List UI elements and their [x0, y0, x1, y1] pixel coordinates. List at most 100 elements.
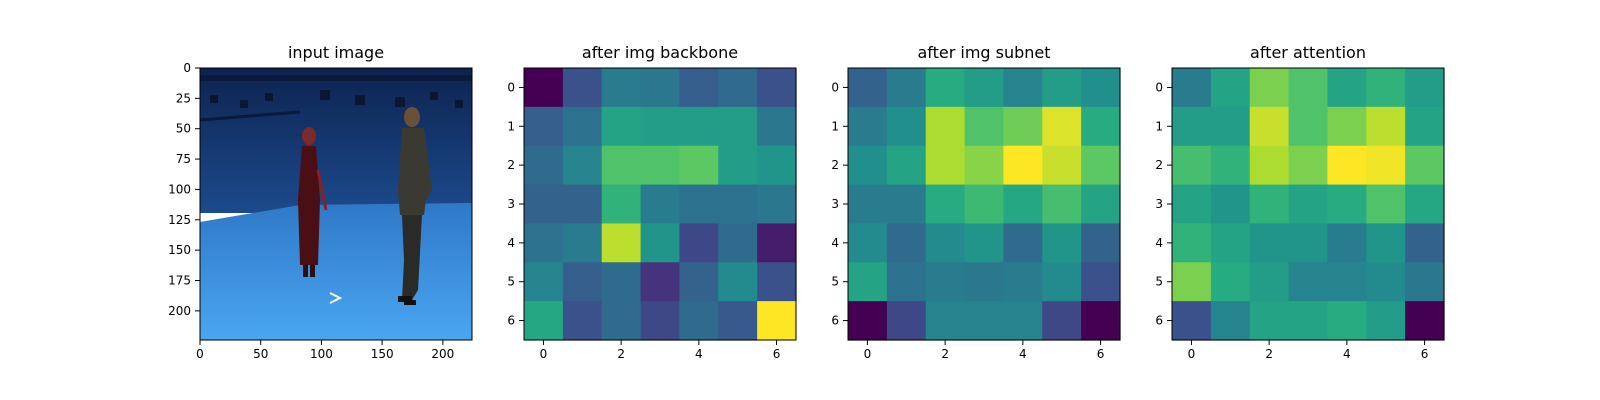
- heatmap-cell: [886, 301, 927, 341]
- heatmap-cell: [1327, 262, 1367, 302]
- heatmap: [848, 68, 1121, 341]
- heatmap-cell: [757, 301, 797, 341]
- heatmap-cell: [1081, 184, 1121, 225]
- heatmap-cell: [1081, 262, 1121, 302]
- heatmap-cell: [679, 184, 719, 225]
- heatmap-cell: [524, 301, 564, 341]
- heatmap-cell: [679, 301, 719, 341]
- y-tick-label: 5: [831, 275, 839, 289]
- heatmap-cell: [1003, 106, 1043, 147]
- heatmap: [1172, 68, 1445, 341]
- heatmap-cell: [524, 68, 564, 108]
- heatmap-cell: [1210, 301, 1251, 341]
- heatmap-cell: [886, 223, 927, 263]
- studio-floor: [200, 203, 472, 340]
- heatmap-cell: [679, 68, 719, 108]
- heatmap-cell: [1042, 301, 1082, 341]
- x-axis: 0 2 4 6: [540, 340, 780, 361]
- heatmap-cell: [1366, 145, 1406, 186]
- heatmap-cell: [1003, 68, 1043, 108]
- heatmap-cell: [964, 184, 1005, 225]
- x-tick-label: 0: [1188, 347, 1196, 361]
- input-image: [200, 68, 472, 340]
- heatmap-cell: [1366, 262, 1406, 302]
- panel-after-img-backbone: after img backbone 0 2 4 6 0 1 2 3 4 5 6: [507, 43, 797, 361]
- heatmap-cell: [925, 262, 966, 302]
- heatmap-cell: [1249, 145, 1290, 186]
- heatmap-cell: [925, 301, 966, 341]
- heatmap-cell: [1249, 68, 1290, 108]
- y-tick-label: 6: [507, 314, 515, 328]
- heatmap-cell: [1172, 145, 1212, 186]
- x-tick-label: 150: [371, 347, 394, 361]
- y-tick-label: 175: [168, 274, 191, 288]
- heatmap-cell: [925, 145, 966, 186]
- heatmap-cell: [1366, 301, 1406, 341]
- heatmap-cell: [524, 184, 564, 225]
- floor-marker: [329, 292, 343, 304]
- heatmap-cell: [1288, 68, 1329, 108]
- heatmap-cell: [562, 184, 603, 225]
- person-right: [398, 107, 432, 305]
- x-tick-label: 6: [1097, 347, 1105, 361]
- heatmap-cell: [640, 68, 681, 108]
- heatmap-cell: [718, 223, 758, 263]
- heatmap-cell: [718, 106, 758, 147]
- heatmap-cell: [640, 301, 681, 341]
- heatmap-cell: [524, 223, 564, 263]
- heatmap-cell: [1172, 68, 1212, 108]
- heatmap-cell: [562, 301, 603, 341]
- x-tick-label: 0: [196, 347, 204, 361]
- x-axis: 0 2 4 6: [1188, 340, 1428, 361]
- heatmap-cell: [562, 145, 603, 186]
- heatmap-cell: [886, 184, 927, 225]
- x-tick-label: 2: [1265, 347, 1273, 361]
- heatmap-cell: [1042, 68, 1082, 108]
- y-tick-label: 4: [831, 236, 839, 250]
- heatmap-cell: [757, 106, 797, 147]
- heatmap-cell: [1327, 184, 1367, 225]
- heatmap-cell: [1042, 106, 1082, 147]
- x-tick-label: 4: [1343, 347, 1351, 361]
- heatmap-cell: [964, 301, 1005, 341]
- y-tick-label: 3: [1155, 197, 1163, 211]
- heatmap-cell: [1172, 301, 1212, 341]
- y-tick-label: 0: [507, 80, 515, 94]
- y-tick-label: 2: [1155, 158, 1163, 172]
- heatmap-cell: [1288, 262, 1329, 302]
- heatmap-cell: [1327, 106, 1367, 147]
- heatmap-cell: [1288, 106, 1329, 147]
- heatmap-cell: [1210, 223, 1251, 263]
- x-tick-label: 2: [941, 347, 949, 361]
- heatmap-cell: [1172, 262, 1212, 302]
- heatmap-cell: [1249, 184, 1290, 225]
- heatmap-cell: [1249, 106, 1290, 147]
- heatmap-cell: [964, 106, 1005, 147]
- heatmap-cell: [757, 223, 797, 263]
- heatmap-cell: [679, 262, 719, 302]
- heatmap-cell: [757, 262, 797, 302]
- y-tick-label: 75: [176, 152, 191, 166]
- heatmap-cell: [1042, 262, 1082, 302]
- y-tick-label: 5: [507, 275, 515, 289]
- heatmap-cell: [718, 301, 758, 341]
- x-axis: 0 50 100 150 200: [196, 340, 454, 361]
- heatmap-cell: [925, 106, 966, 147]
- heatmap-cell: [886, 68, 927, 108]
- heatmap-cell: [1172, 223, 1212, 263]
- heatmap-cell: [1288, 145, 1329, 186]
- person-left: [298, 127, 328, 277]
- heatmap-cell: [1405, 301, 1445, 341]
- heatmap-cell: [886, 106, 927, 147]
- y-axis: 0 1 2 3 4 5 6: [1155, 80, 1172, 328]
- x-tick-label: 0: [864, 347, 872, 361]
- x-tick-label: 50: [253, 347, 268, 361]
- heatmap-cell: [964, 262, 1005, 302]
- heatmap-cell: [1366, 106, 1406, 147]
- heatmap-cell: [1172, 106, 1212, 147]
- heatmap-cell: [640, 106, 681, 147]
- heatmap-cell: [601, 262, 642, 302]
- heatmap-cell: [925, 68, 966, 108]
- heatmap-cell: [718, 145, 758, 186]
- y-tick-label: 0: [183, 61, 191, 75]
